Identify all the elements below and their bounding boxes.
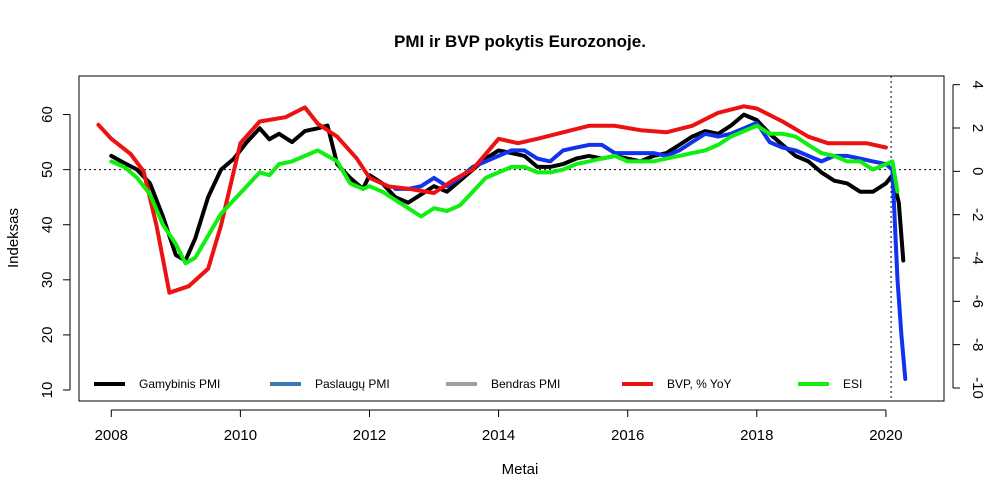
plot-frame [78,75,945,402]
x-axis-label: Metai [502,461,539,478]
series-line-paslaugu-pmi [393,120,908,381]
y-axis-right: -10 -8 -6 -4 -2 0 2 4 [952,80,986,399]
legend-label: Paslaugų PMI [315,377,390,391]
x-axis: 2008 2010 2012 2014 2016 2018 2020 [95,409,903,444]
y2-tick-label: 0 [969,167,986,175]
series-line-esi [109,123,900,266]
x-tick-label: 2010 [224,427,257,444]
x-tick-label: 2020 [869,427,902,444]
y2-tick-label: -4 [969,251,986,264]
legend-label: ESI [843,377,862,391]
series-lines [96,104,908,381]
y-tick-label: 50 [39,161,56,178]
x-tick-label: 2018 [740,427,773,444]
x-tick-label: 2014 [482,427,515,444]
x-tick-label: 2016 [611,427,644,444]
y-tick-label: 10 [39,382,56,399]
reference-lines [79,76,944,401]
x-tick-label: 2012 [353,427,386,444]
y-axis-left: 10 20 30 40 50 60 [39,106,71,399]
y2-tick-label: 2 [969,124,986,132]
y2-tick-label: -2 [969,208,986,221]
y-tick-label: 40 [39,216,56,233]
y-tick-label: 30 [39,271,56,288]
legend-label: BVP, % YoY [667,377,732,391]
y2-tick-label: -10 [969,377,986,399]
y-axis-label: Indeksas [5,208,22,268]
y-tick-label: 20 [39,327,56,344]
series-line-bvp-yoy [96,104,888,295]
x-tick-label: 2008 [95,427,128,444]
legend-label: Gamybinis PMI [139,377,220,391]
y2-tick-label: 4 [969,80,986,88]
chart-title: PMI ir BVP pokytis Eurozonoje. [394,32,646,51]
y2-tick-label: -8 [969,338,986,351]
legend: Gamybinis PMI Paslaugų PMI Bendras PMI BVP,… [94,377,862,391]
y2-tick-label: -6 [969,295,986,308]
legend-label: Bendras PMI [491,377,560,391]
y-tick-label: 60 [39,106,56,123]
